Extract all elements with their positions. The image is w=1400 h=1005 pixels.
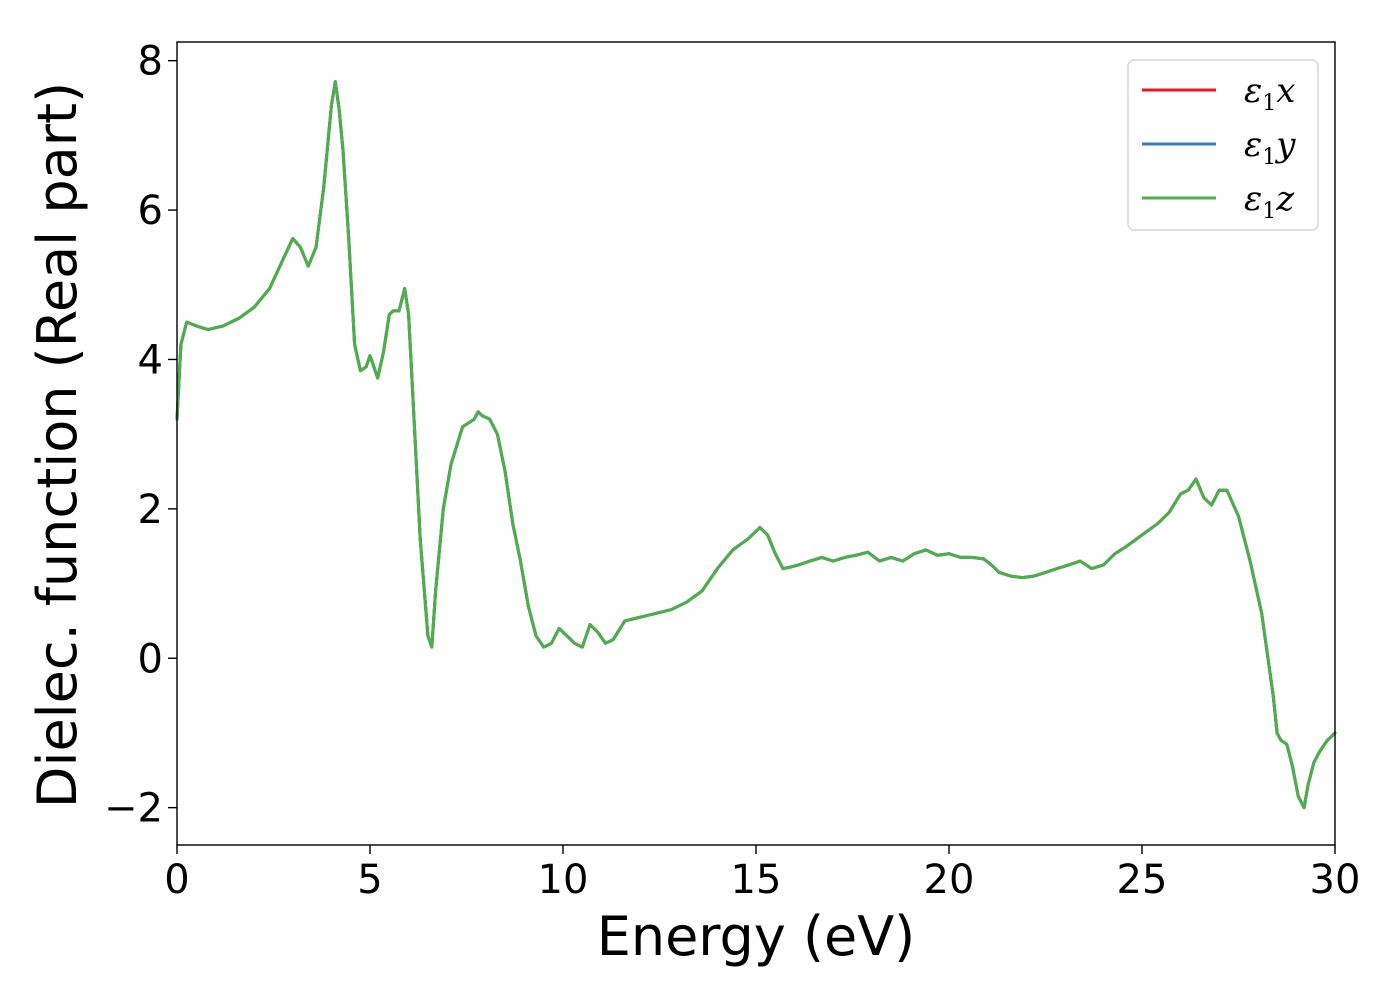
y-tick-label: 0	[138, 636, 163, 682]
x-tick-label: 10	[538, 857, 589, 903]
y-tick-label: 8	[138, 39, 163, 85]
y-tick-label: 2	[138, 487, 163, 533]
legend-label-y: ε1y	[1244, 125, 1296, 170]
x-tick-label: 20	[924, 857, 975, 903]
x-axis-ticks: 0 5 10 15 20 25 30	[164, 845, 1360, 903]
x-tick-label: 15	[731, 857, 782, 903]
plot-area	[175, 80, 1337, 810]
x-axis-title: Energy (eV)	[597, 905, 916, 968]
legend-box	[1127, 59, 1319, 231]
x-tick-label: 25	[1117, 857, 1168, 903]
y-tick-label: 4	[138, 337, 163, 383]
legend-label-z: ε1z	[1244, 179, 1295, 224]
legend-label-x: ε1x	[1244, 71, 1295, 116]
x-tick-label: 5	[357, 857, 382, 903]
series-line-z	[175, 80, 1337, 810]
y-tick-label: 6	[138, 188, 163, 234]
y-axis-ticks: −2 0 2 4 6 8	[104, 39, 177, 832]
legend: ε1x ε1y ε1z	[1127, 59, 1319, 231]
x-tick-label: 30	[1310, 857, 1361, 903]
y-tick-label: −2	[104, 786, 163, 832]
x-tick-label: 0	[164, 857, 189, 903]
y-axis-title: Dielec. function (Real part)	[26, 82, 89, 808]
